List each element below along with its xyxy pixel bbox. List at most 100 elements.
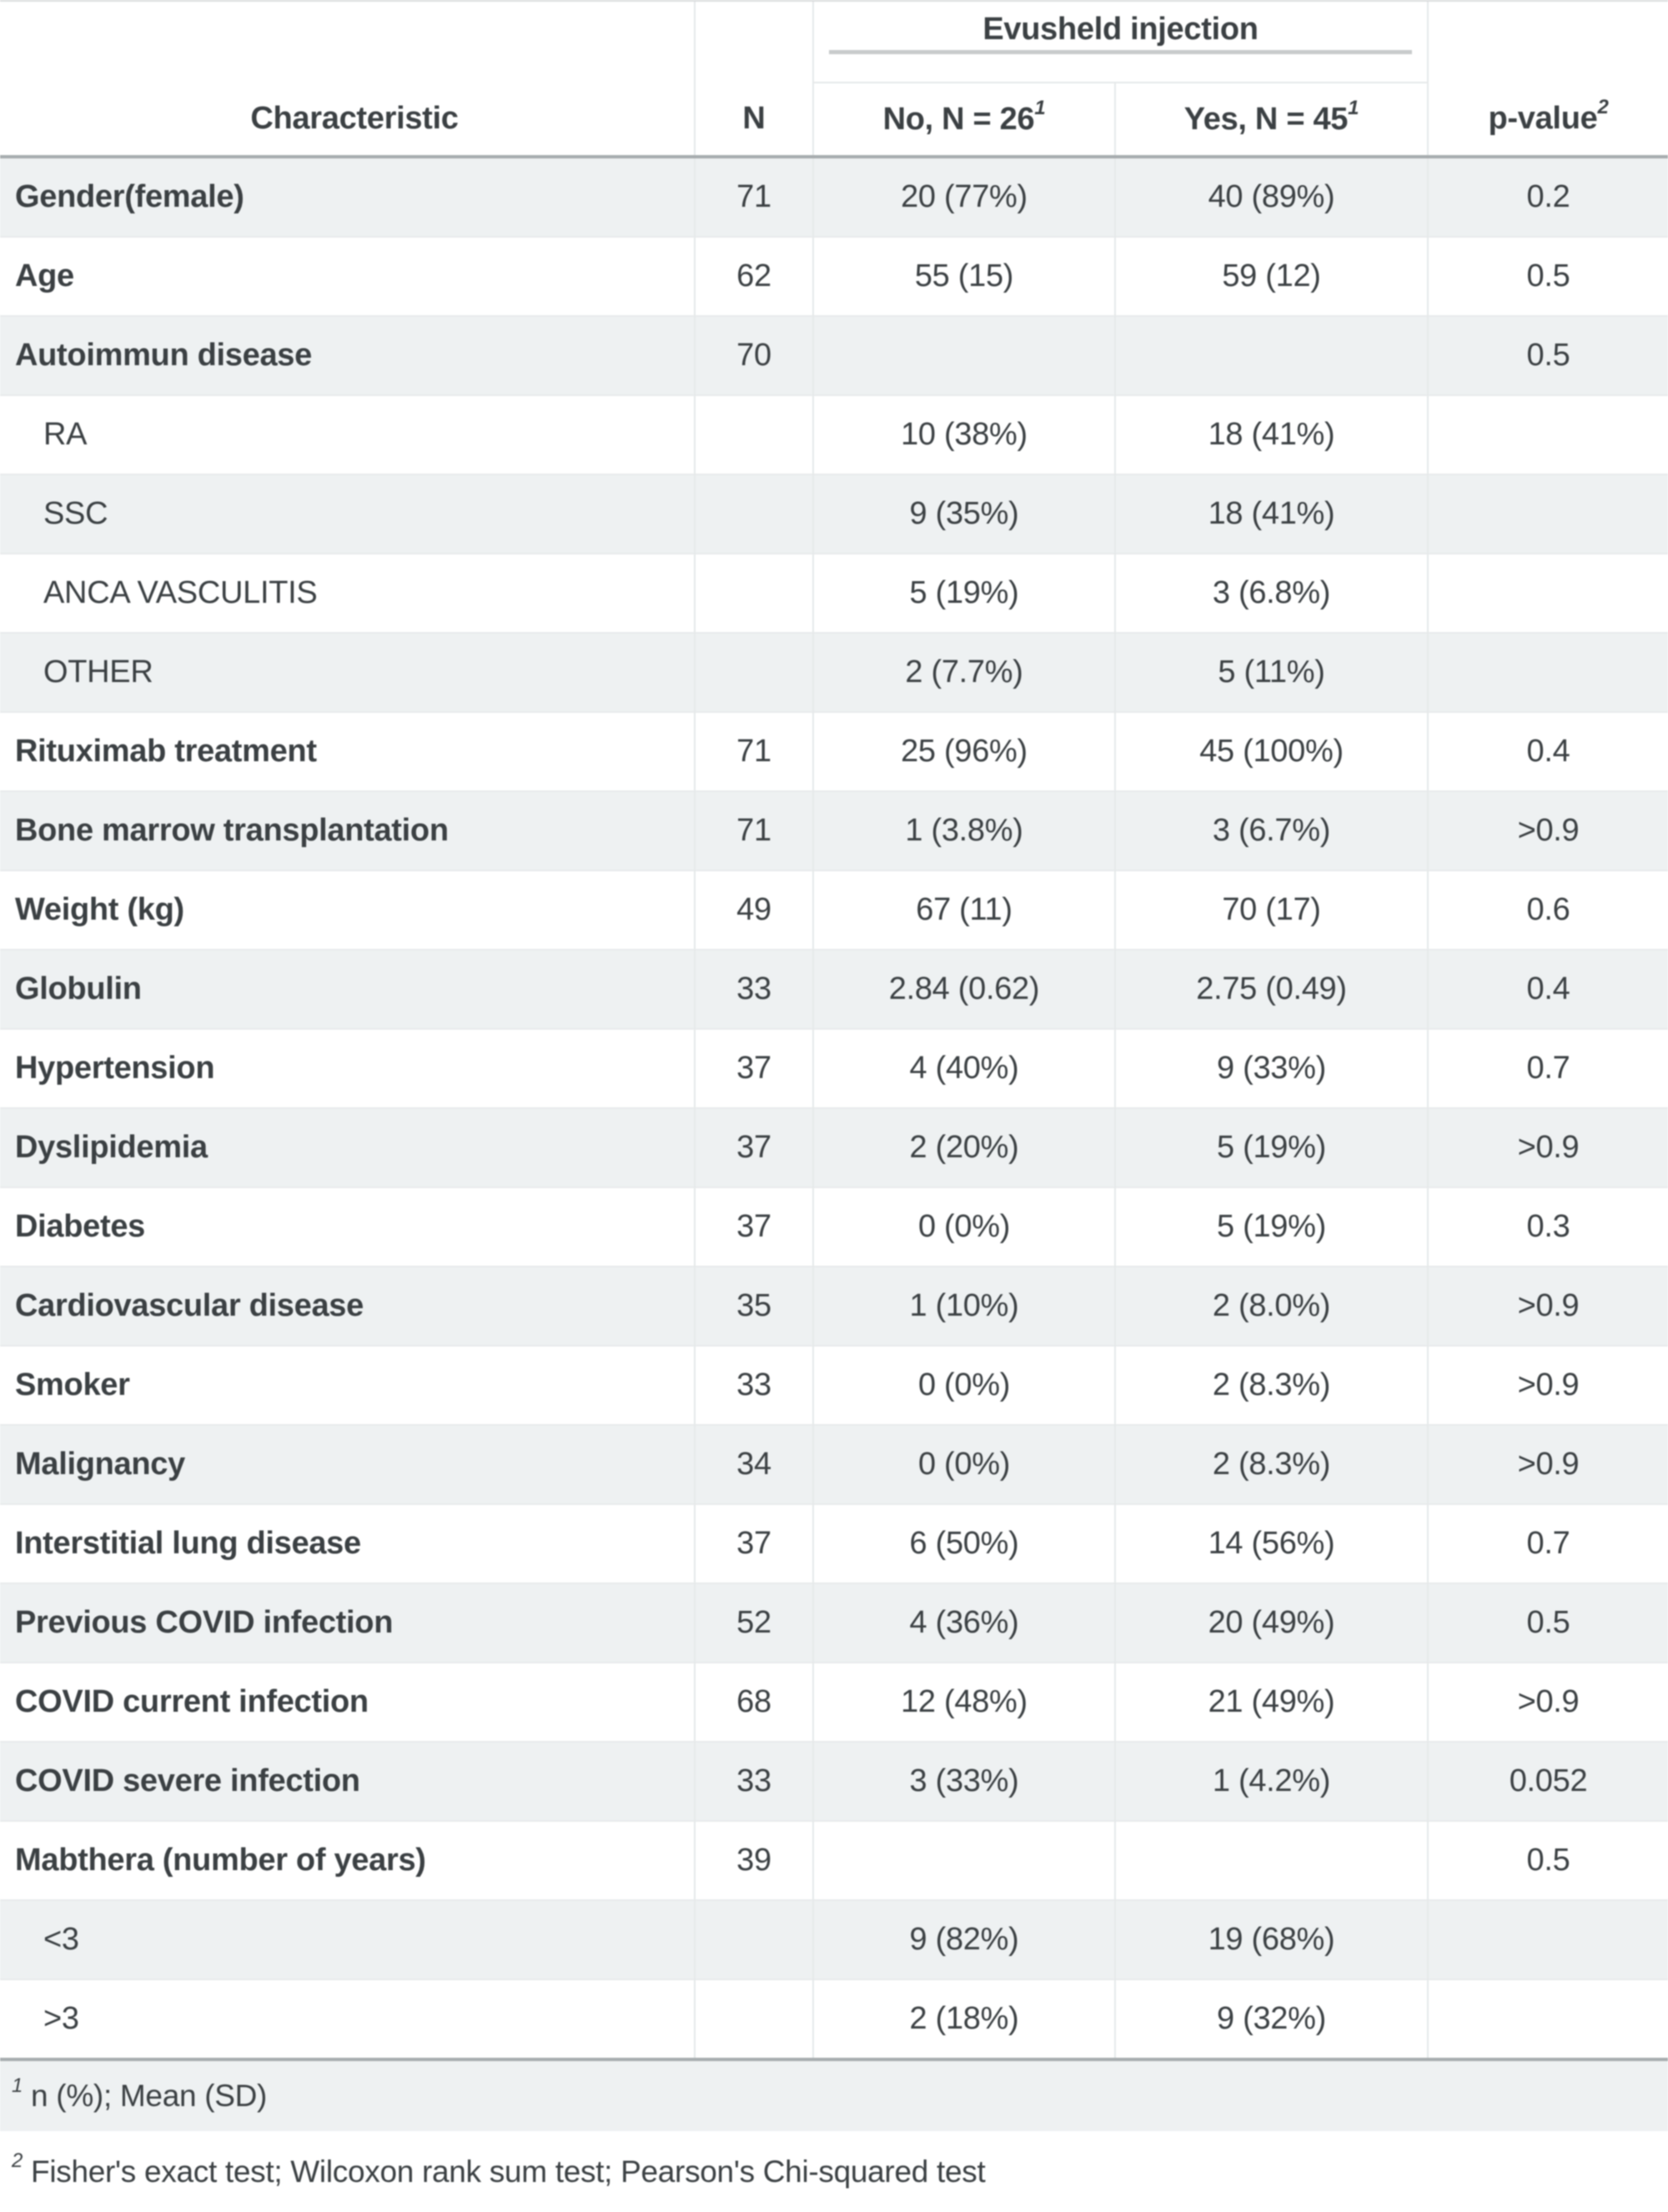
cell-pvalue: >0.9: [1427, 790, 1668, 870]
cell-no: 2 (18%): [812, 1979, 1115, 2061]
cell-pvalue: [1427, 1979, 1668, 2061]
row-label-cell: RA: [0, 394, 695, 474]
table-row: Rituximab treatment 71 25 (96%) 45 (100%) 0.…: [0, 711, 1668, 791]
cell-n: 49: [694, 870, 813, 950]
footnote-1-text: n (%); Mean (SD): [31, 2079, 268, 2113]
cell-n: 68: [694, 1662, 813, 1742]
footnote-2-cell: 2 Fisher's exact test; Wilcoxon rank sum…: [0, 2131, 1668, 2212]
cell-no: 10 (38%): [812, 394, 1115, 474]
cell-yes: 2 (8.3%): [1114, 1345, 1428, 1425]
cell-n: 37: [694, 1503, 813, 1583]
cell-no: 2 (20%): [812, 1107, 1115, 1187]
cell-yes: 20 (49%): [1114, 1583, 1428, 1663]
row-label-cell: Dyslipidemia: [0, 1107, 695, 1187]
cell-no: 9 (35%): [812, 474, 1115, 554]
cell-no: 0 (0%): [812, 1186, 1115, 1267]
cell-no: 5 (19%): [812, 553, 1115, 633]
cell-yes: 18 (41%): [1114, 394, 1428, 474]
row-label-cell: Rituximab treatment: [0, 711, 695, 791]
cell-no: 1 (10%): [812, 1266, 1115, 1346]
row-label-cell: Cardiovascular disease: [0, 1266, 695, 1346]
cell-no: 2.84 (0.62): [812, 949, 1115, 1029]
row-label-cell: SSC: [0, 474, 695, 554]
row-label-cell: <3: [0, 1899, 695, 1979]
column-header-yes: Yes, N = 451: [1114, 83, 1428, 158]
cell-yes: 5 (19%): [1114, 1186, 1428, 1267]
cell-n: 34: [694, 1424, 813, 1504]
cell-n: [694, 474, 813, 554]
table-footnotes: 1 n (%); Mean (SD) 2 Fisher's exact test…: [0, 2059, 1668, 2212]
row-label-cell: Diabetes: [0, 1186, 695, 1267]
cell-pvalue: 0.7: [1427, 1503, 1668, 1583]
cell-pvalue: >0.9: [1427, 1107, 1668, 1187]
footnote-2: 2 Fisher's exact test; Wilcoxon rank sum…: [0, 2131, 1668, 2212]
cell-no: 12 (48%): [812, 1662, 1115, 1742]
row-label-cell: Mabthera (number of years): [0, 1820, 695, 1900]
table-row: Diabetes 37 0 (0%) 5 (19%) 0.3: [0, 1186, 1668, 1267]
cell-n: 39: [694, 1820, 813, 1900]
cell-no: 67 (11): [812, 870, 1115, 950]
cell-pvalue: 0.7: [1427, 1028, 1668, 1108]
table-row: Weight (kg) 49 67 (11) 70 (17) 0.6: [0, 870, 1668, 950]
cell-yes: 19 (68%): [1114, 1899, 1428, 1979]
column-header-no: No, N = 261: [812, 83, 1115, 158]
cell-pvalue: >0.9: [1427, 1662, 1668, 1742]
footnote-mark-2: 2: [1597, 96, 1609, 119]
cell-n: 37: [694, 1186, 813, 1267]
cell-pvalue: 0.6: [1427, 870, 1668, 950]
cell-n: 33: [694, 949, 813, 1029]
table-row: Cardiovascular disease 35 1 (10%) 2 (8.0%) >…: [0, 1266, 1668, 1346]
cell-pvalue: [1427, 474, 1668, 554]
spanner-blank-pvalue: [1427, 0, 1668, 83]
cell-pvalue: >0.9: [1427, 1345, 1668, 1425]
table-row: Gender(female) 71 20 (77%) 40 (89%) 0.2: [0, 157, 1668, 237]
table-row: Malignancy 34 0 (0%) 2 (8.3%) >0.9: [0, 1424, 1668, 1504]
footnote-2-mark: 2: [12, 2149, 23, 2173]
cell-n: 71: [694, 790, 813, 870]
table-row: COVID current infection 68 12 (48%) 21 (49%…: [0, 1662, 1668, 1742]
table-row: >3 2 (18%) 9 (32%): [0, 1979, 1668, 2061]
cell-n: 52: [694, 1583, 813, 1663]
column-header-row: Characteristic N No, N = 261 Yes, N = 45…: [0, 83, 1668, 158]
column-header-n: N: [694, 83, 813, 158]
row-label-cell: Interstitial lung disease: [0, 1503, 695, 1583]
cell-n: 62: [694, 236, 813, 316]
table-row: <3 9 (82%) 19 (68%): [0, 1899, 1668, 1979]
table-row: Bone marrow transplantation 71 1 (3.8%) 3 (…: [0, 790, 1668, 870]
cell-yes: 45 (100%): [1114, 711, 1428, 791]
cell-yes: [1114, 1820, 1428, 1900]
cell-no: 25 (96%): [812, 711, 1115, 791]
column-spanner-evusheld: Evusheld injection: [812, 0, 1428, 83]
cell-no: 6 (50%): [812, 1503, 1115, 1583]
cell-no: 3 (33%): [812, 1741, 1115, 1821]
cell-yes: 18 (41%): [1114, 474, 1428, 554]
table-row: Dyslipidemia 37 2 (20%) 5 (19%) >0.9: [0, 1107, 1668, 1187]
cell-no: [812, 1820, 1115, 1900]
cell-yes: 2 (8.3%): [1114, 1424, 1428, 1504]
table-row: Interstitial lung disease 37 6 (50%) 14 (56…: [0, 1503, 1668, 1583]
table-body: Gender(female) 71 20 (77%) 40 (89%) 0.2 Age 62…: [0, 157, 1668, 2061]
table-row: Age 62 55 (15) 59 (12) 0.5: [0, 236, 1668, 316]
table-row: OTHER 2 (7.7%) 5 (11%): [0, 632, 1668, 712]
cell-pvalue: 0.2: [1427, 157, 1668, 237]
table-row: RA 10 (38%) 18 (41%): [0, 394, 1668, 474]
cell-no: 9 (82%): [812, 1899, 1115, 1979]
cell-pvalue: [1427, 553, 1668, 633]
cell-n: 33: [694, 1741, 813, 1821]
cell-no: 4 (36%): [812, 1583, 1115, 1663]
cell-pvalue: [1427, 1899, 1668, 1979]
row-label-cell: Globulin: [0, 949, 695, 1029]
footnote-mark-1: 1: [1034, 96, 1046, 119]
cell-pvalue: 0.5: [1427, 1820, 1668, 1900]
cell-pvalue: 0.5: [1427, 236, 1668, 316]
cell-pvalue: 0.5: [1427, 1583, 1668, 1663]
row-label-cell: Hypertension: [0, 1028, 695, 1108]
cell-yes: 5 (19%): [1114, 1107, 1428, 1187]
table-row: Globulin 33 2.84 (0.62) 2.75 (0.49) 0.4: [0, 949, 1668, 1029]
cell-n: [694, 632, 813, 712]
table-row: ANCA VASCULITIS 5 (19%) 3 (6.8%): [0, 553, 1668, 633]
cell-yes: 5 (11%): [1114, 632, 1428, 712]
cell-no: [812, 315, 1115, 395]
cell-pvalue: 0.052: [1427, 1741, 1668, 1821]
